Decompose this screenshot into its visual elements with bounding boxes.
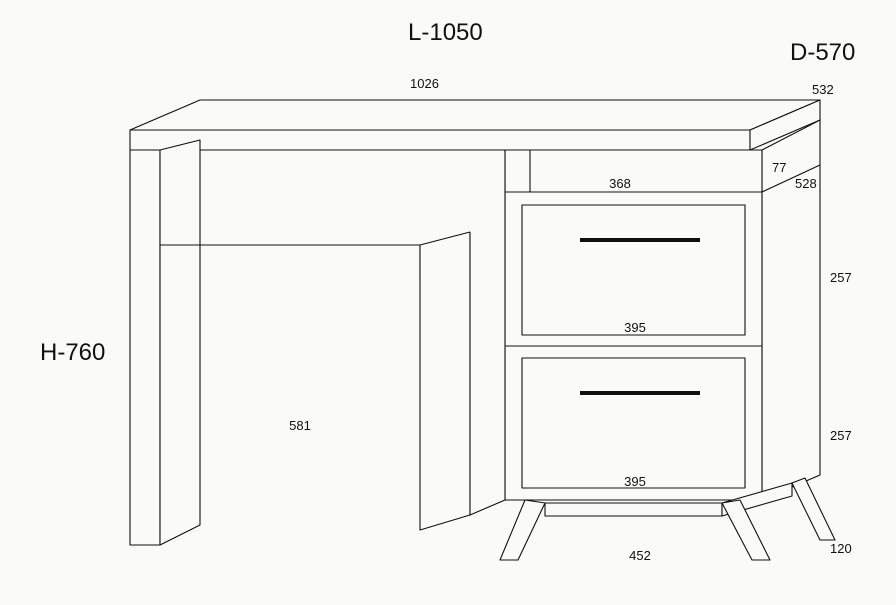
dim-kneehole: 581 [289,418,311,433]
technical-drawing: L-1050 D-570 H-760 1026 532 77 368 528 257 257 395… [0,0,896,605]
dim-shelf-height: 77 [772,160,786,175]
desk-top [130,100,820,130]
dim-height: H-760 [40,339,105,366]
dim-shelf-depth: 528 [795,176,817,191]
dim-drawer2-h: 257 [830,428,852,443]
cabinet-leg [792,478,835,540]
dim-drawer1-h: 257 [830,270,852,285]
dim-drawer1-w: 395 [624,320,646,335]
dim-top-width: 1026 [410,76,439,91]
dim-drawer2-w: 395 [624,474,646,489]
drawer-2 [522,358,745,488]
drawer-1 [522,205,745,335]
dim-length: L-1050 [408,19,483,46]
dim-legs-span: 452 [629,548,651,563]
cabinet-leg [500,500,545,560]
dim-depth: D-570 [790,39,855,66]
desk-left-leg [130,150,160,545]
dim-shelf-width: 368 [609,176,631,191]
dim-legs-height: 120 [830,541,852,556]
dim-top-depth: 532 [812,82,834,97]
